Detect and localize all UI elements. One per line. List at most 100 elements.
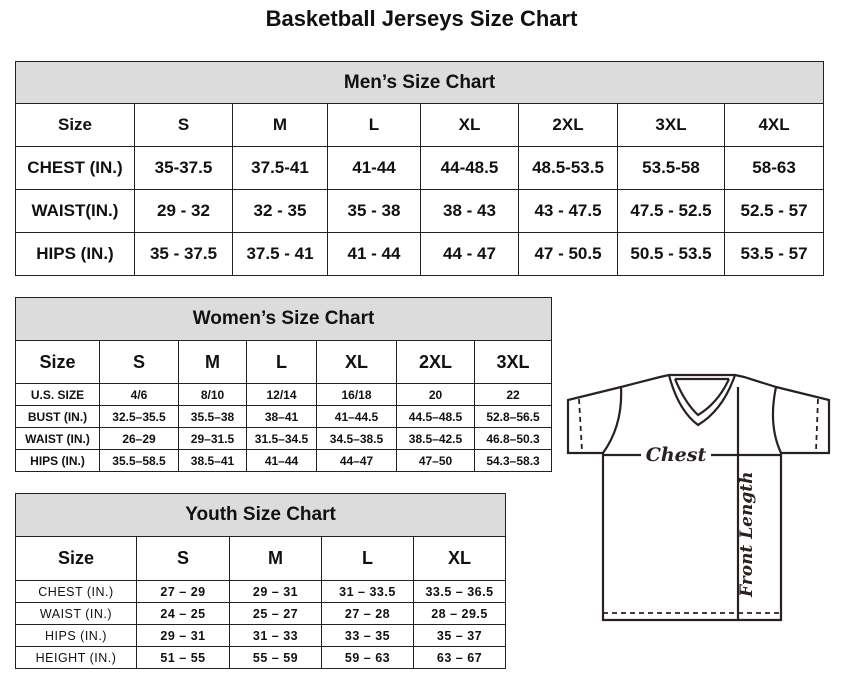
shirt-body xyxy=(601,453,783,622)
cell: 47–50 xyxy=(396,449,475,472)
row-label: Size xyxy=(15,340,100,384)
cell: 4/6 xyxy=(99,383,179,406)
cell: 2XL xyxy=(518,103,618,147)
row-label: Size xyxy=(15,103,135,147)
table-row: WAIST (IN.) 26–29 29–31.5 31.5–34.5 34.5–38.… xyxy=(15,427,553,450)
womens-size-table: Women’s Size Chart Size S M L XL 2XL 3XL U.S. S… xyxy=(14,297,553,472)
cell: 54.3–58.3 xyxy=(473,449,553,472)
cell: 38.5–41 xyxy=(178,449,247,472)
cell: 47 - 50.5 xyxy=(518,232,618,276)
row-label: CHEST (IN.) xyxy=(15,580,137,603)
table-row: WAIST(IN.) 29 - 32 32 - 35 35 - 38 38 - 43 43… xyxy=(15,189,825,233)
cell: 51 – 55 xyxy=(136,646,230,669)
cell: 32 - 35 xyxy=(232,189,328,233)
cell: 25 – 27 xyxy=(229,602,322,625)
page-title: Basketball Jerseys Size Chart xyxy=(265,6,578,31)
tshirt-diagram: Chest Front Length xyxy=(566,373,831,622)
cell: 29 - 32 xyxy=(134,189,233,233)
cell: 41–44 xyxy=(246,449,317,472)
womens-heading: Women’s Size Chart xyxy=(14,297,553,341)
table-row: CHEST (IN.) 27 – 29 29 – 31 31 – 33.5 33.5 –… xyxy=(15,580,507,603)
cell: XL xyxy=(420,103,519,147)
cell: 35 – 37 xyxy=(412,624,507,647)
row-label: HIPS (IN.) xyxy=(15,624,137,647)
cell: 44-48.5 xyxy=(420,146,519,190)
table-row: CHEST (IN.) 35-37.5 37.5-41 41-44 44-48.5 48.… xyxy=(15,146,825,190)
cell: 33 – 35 xyxy=(321,624,414,647)
cell: 43 - 47.5 xyxy=(518,189,618,233)
cell: 32.5–35.5 xyxy=(99,405,179,428)
cell: 31 – 33 xyxy=(229,624,322,647)
cell: 2XL xyxy=(396,340,475,384)
mens-size-table: Men’s Size Chart Size S M L XL 2XL 3XL 4XL CHEST… xyxy=(14,61,825,276)
table-row: HIPS (IN.) 29 – 31 31 – 33 33 – 35 35 – 37 xyxy=(15,624,507,647)
cell: 24 – 25 xyxy=(136,602,230,625)
table-row: HIPS (IN.) 35 - 37.5 37.5 - 41 41 - 44 44 - … xyxy=(15,232,825,276)
cell: 29 – 31 xyxy=(229,580,322,603)
cell: 38 - 43 xyxy=(420,189,519,233)
cell: 41–44.5 xyxy=(316,405,397,428)
cell: 41-44 xyxy=(327,146,421,190)
cell: 34.5–38.5 xyxy=(316,427,397,450)
cell: M xyxy=(178,340,247,384)
chest-label: Chest xyxy=(646,444,707,466)
cell: 33.5 – 36.5 xyxy=(412,580,507,603)
front-length-label: Front Length xyxy=(737,472,757,598)
cell: 53.5-58 xyxy=(617,146,725,190)
cell: 37.5 - 41 xyxy=(232,232,328,276)
youth-heading: Youth Size Chart xyxy=(14,493,507,537)
table-row: BUST (IN.) 32.5–35.5 35.5–38 38–41 41–44.5 44… xyxy=(15,405,553,428)
header-row: Size S M L XL 2XL 3XL xyxy=(15,340,553,384)
collar-inner xyxy=(673,378,730,417)
row-label: WAIST (IN.) xyxy=(15,427,100,450)
cell: 59 – 63 xyxy=(321,646,414,669)
row-label: CHEST (IN.) xyxy=(15,146,135,190)
cell: 44.5–48.5 xyxy=(396,405,475,428)
row-label: U.S. SIZE xyxy=(15,383,100,406)
cell: L xyxy=(327,103,421,147)
cell: 35.5–38 xyxy=(178,405,247,428)
cell: 53.5 - 57 xyxy=(723,232,825,276)
cell: 31 – 33.5 xyxy=(321,580,414,603)
cell: S xyxy=(99,340,179,384)
cell: S xyxy=(136,536,230,581)
cell: 16/18 xyxy=(316,383,397,406)
cell: 46.8–50.3 xyxy=(473,427,553,450)
cell: 26–29 xyxy=(99,427,179,450)
row-label: BUST (IN.) xyxy=(15,405,100,428)
shirt-shoulders xyxy=(602,373,782,454)
cell: 28 – 29.5 xyxy=(412,602,507,625)
cell: 48.5-53.5 xyxy=(518,146,618,190)
cell: 38–41 xyxy=(246,405,317,428)
row-label: WAIST(IN.) xyxy=(15,189,135,233)
collar-outer xyxy=(667,374,737,427)
cell: 41 - 44 xyxy=(327,232,421,276)
cell: XL xyxy=(412,536,507,581)
cell: 35-37.5 xyxy=(134,146,233,190)
cell: 44 - 47 xyxy=(420,232,519,276)
row-label: Size xyxy=(15,536,137,581)
cell: 35.5–58.5 xyxy=(99,449,179,472)
table-row: WAIST (IN.) 24 – 25 25 – 27 27 – 28 28 – 29.… xyxy=(15,602,507,625)
row-label: WAIST (IN.) xyxy=(15,602,137,625)
table-row: HIPS (IN.) 35.5–58.5 38.5–41 41–44 44–47 47–5… xyxy=(15,449,553,472)
cell: M xyxy=(232,103,328,147)
cell: 27 – 29 xyxy=(136,580,230,603)
left-sleeve xyxy=(566,385,622,455)
cell: 63 – 67 xyxy=(412,646,507,669)
cell: M xyxy=(229,536,322,581)
cell: 3XL xyxy=(473,340,553,384)
cell: 44–47 xyxy=(316,449,397,472)
header-row: Size S M L XL 2XL 3XL 4XL xyxy=(15,103,825,147)
cell: 52.5 - 57 xyxy=(723,189,825,233)
cell: 12/14 xyxy=(246,383,317,406)
row-label: HIPS (IN.) xyxy=(15,232,135,276)
cell: 4XL xyxy=(723,103,825,147)
cell: 31.5–34.5 xyxy=(246,427,317,450)
cell: 38.5–42.5 xyxy=(396,427,475,450)
youth-size-table: Youth Size Chart Size S M L XL CHEST (IN.) 27 … xyxy=(14,493,507,669)
cell: L xyxy=(321,536,414,581)
right-sleeve xyxy=(775,385,831,455)
cell: 22 xyxy=(473,383,553,406)
table-row: HEIGHT (IN.) 51 – 55 55 – 59 59 – 63 63 – 67 xyxy=(15,646,507,669)
